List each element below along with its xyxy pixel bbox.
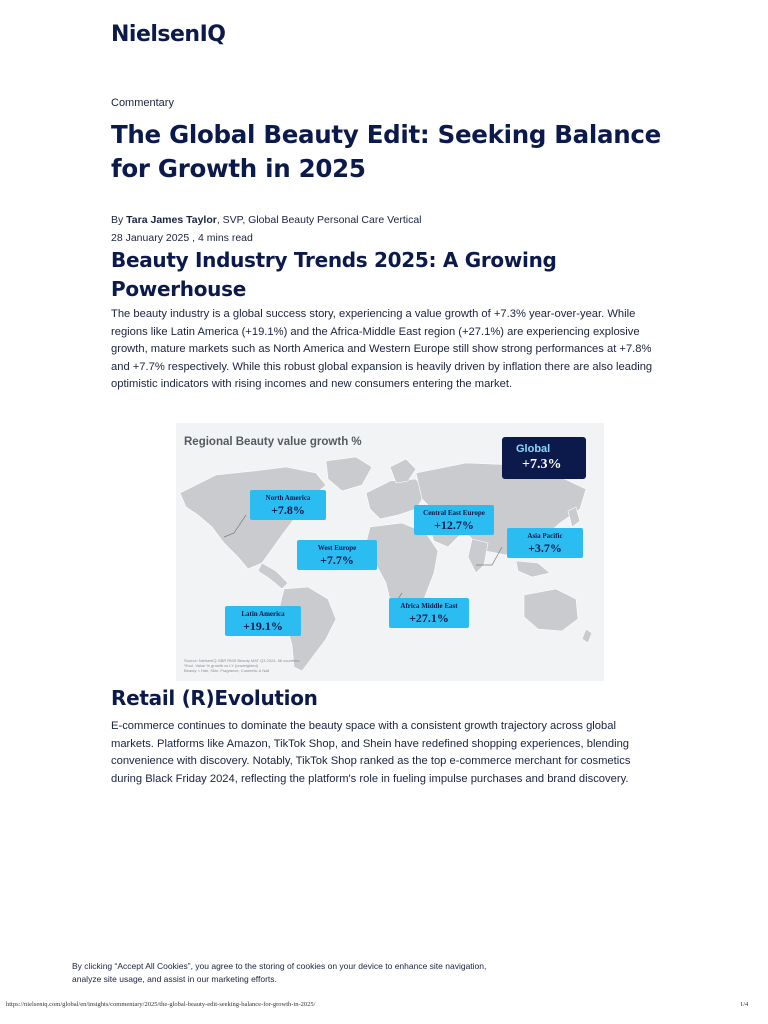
page-title: The Global Beauty Edit: Seeking Balance …: [111, 120, 661, 183]
callout-central-east-europe: Central East Europe +12.7%: [414, 505, 494, 535]
figure-source-note: Source: NielsenIQ GBR RMS Beauty MAT Q3 …: [184, 658, 299, 673]
section-heading-beauty-trends: Beauty Industry Trends 2025: A Growing P…: [111, 248, 557, 301]
author-role: , SVP, Global Beauty Personal Care Verti…: [216, 214, 422, 226]
callout-west-europe: West Europe +7.7%: [297, 540, 377, 570]
region-value: +7.7%: [320, 553, 354, 567]
section-heading-retail-revolution: Retail (R)Evolution: [111, 686, 318, 710]
region-label: West Europe: [317, 544, 357, 552]
article-category: Commentary: [111, 97, 174, 109]
publish-date: 28 January 2025 , 4 mins read: [111, 232, 253, 244]
source-line: *Excl. Value % growth vs LY (unweighted): [184, 663, 259, 668]
byline-prefix: By: [111, 214, 127, 226]
source-line: Beauty = Hair, Skin, Fragrance, Cosmetic…: [184, 668, 270, 673]
region-value: +19.1%: [243, 619, 283, 633]
author-name[interactable]: Tara James Taylor: [126, 214, 217, 226]
global-label: Global: [516, 443, 551, 455]
source-line: Source: NielsenIQ GBR RMS Beauty MAT Q3 …: [184, 658, 300, 663]
region-value: +12.7%: [434, 518, 474, 532]
region-label: North America: [265, 494, 311, 502]
cookie-consent-text: By clicking “Accept All Cookies”, you ag…: [72, 961, 487, 984]
region-value: +7.8%: [271, 503, 305, 517]
page-number: 1/4: [740, 1001, 749, 1008]
byline: By Tara James Taylor, SVP, Global Beauty…: [111, 214, 422, 226]
region-label: Africa Middle East: [400, 602, 458, 610]
region-label: Latin America: [241, 610, 285, 618]
nielseniq-logo[interactable]: NielsenIQ: [111, 22, 226, 47]
callout-africa-middle-east: Africa Middle East +27.1%: [389, 598, 469, 628]
section-body-beauty-trends: The beauty industry is a global success …: [111, 308, 653, 390]
global-value: +7.3%: [522, 457, 562, 472]
callout-latin-america: Latin America +19.1%: [225, 606, 301, 636]
region-value: +3.7%: [528, 541, 562, 555]
figure-title: Regional Beauty value growth %: [184, 436, 362, 448]
callout-asia-pacific: Asia Pacific +3.7%: [507, 528, 583, 558]
footer-url[interactable]: https://nielseniq.com/global/en/insights…: [6, 1001, 316, 1008]
callout-north-america: North America +7.8%: [250, 490, 326, 520]
regional-growth-map-figure: Regional Beauty value growth % Global +7…: [176, 423, 604, 681]
global-growth-box: Global +7.3%: [502, 437, 586, 479]
region-label: Central East Europe: [423, 509, 485, 517]
region-value: +27.1%: [409, 611, 449, 625]
section-body-retail-revolution: E-commerce continues to dominate the bea…: [111, 720, 631, 785]
region-label: Asia Pacific: [527, 532, 563, 540]
